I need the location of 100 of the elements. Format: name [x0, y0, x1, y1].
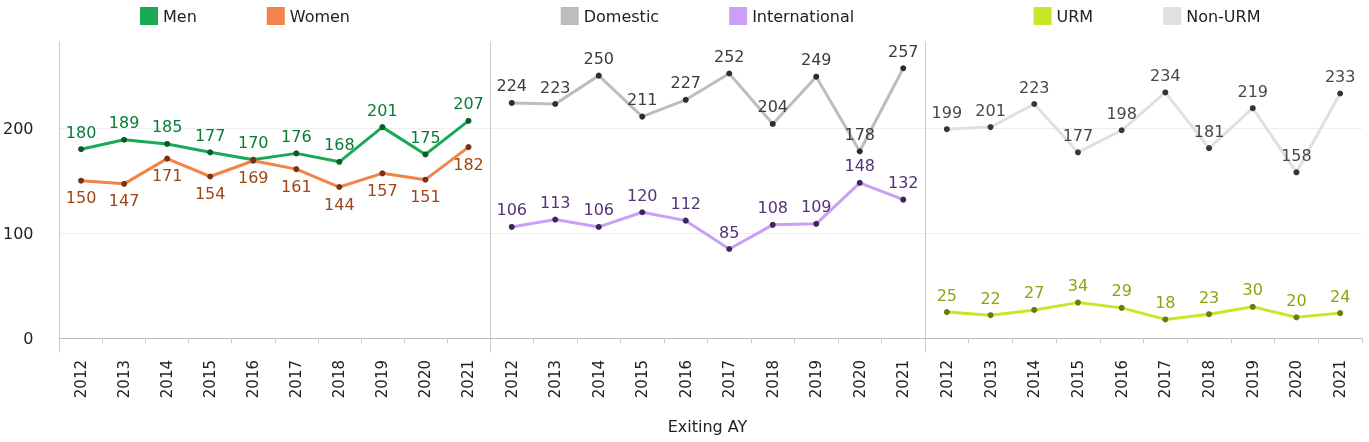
x-tick-label: 2016: [676, 360, 695, 399]
data-label: 199: [931, 102, 963, 122]
data-label: 18: [1155, 292, 1176, 312]
x-tick-label: 2013: [981, 360, 1000, 399]
data-label: 171: [151, 166, 183, 186]
data-label: 181: [1193, 121, 1225, 141]
x-tick-label: 2012: [502, 360, 521, 399]
x-tick-label: 2012: [937, 360, 956, 399]
data-label: 150: [65, 188, 97, 208]
data-label: 113: [539, 193, 571, 213]
x-tick-label: 2017: [1156, 360, 1175, 399]
data-label: 176: [281, 126, 312, 146]
data-label: 25: [936, 285, 958, 305]
x-tick-label: 2020: [416, 360, 435, 399]
data-label: 170: [237, 133, 269, 153]
data-label: 147: [108, 191, 140, 211]
x-axis-title: Exiting AY: [667, 416, 748, 436]
data-label: 112: [670, 194, 702, 214]
data-label: 157: [367, 180, 398, 200]
data-label: 132: [887, 173, 919, 193]
x-tick-label: 2017: [287, 360, 306, 399]
x-tick-label: 2017: [720, 360, 739, 399]
legend-label: URM: [1056, 6, 1094, 26]
x-tick-label: 2018: [763, 360, 782, 399]
legend-label: Women: [289, 6, 351, 26]
data-label: 204: [757, 97, 789, 117]
x-tick-label: 2016: [1112, 360, 1131, 399]
data-label: 178: [844, 124, 876, 144]
x-tick-label: 2018: [1200, 360, 1219, 399]
x-tick-label: 2013: [546, 360, 565, 399]
x-tick-label: 2015: [1068, 360, 1087, 399]
legend-label: Non-URM: [1186, 6, 1261, 26]
data-label: 175: [410, 127, 441, 147]
x-tick-label: 2015: [633, 360, 652, 399]
data-label: 154: [194, 184, 226, 204]
data-label: 85: [719, 222, 740, 242]
data-label: 177: [1062, 125, 1094, 145]
x-tick-label: 2014: [1025, 360, 1044, 399]
data-label: 182: [453, 154, 484, 174]
x-tick-label: 2020: [1287, 360, 1306, 399]
data-label: 109: [800, 197, 832, 217]
data-label: 108: [757, 198, 789, 218]
x-tick-label: 2021: [459, 360, 478, 399]
x-tick-label: 2019: [1243, 360, 1262, 399]
data-label: 223: [539, 77, 571, 97]
x-tick-label: 2014: [158, 360, 177, 399]
data-label: 249: [800, 50, 832, 70]
x-tick-label: 2018: [330, 360, 349, 399]
data-label: 189: [108, 113, 140, 133]
data-label: 185: [151, 117, 183, 137]
data-label: 24: [1329, 286, 1351, 306]
legend-label: International: [752, 6, 855, 26]
y-tick-label: 100: [2, 223, 34, 243]
x-tick-label: 2021: [894, 360, 913, 399]
data-label: 201: [367, 100, 398, 120]
data-label: 219: [1237, 81, 1269, 101]
data-label: 224: [496, 76, 528, 96]
data-label: 22: [980, 288, 1001, 308]
legend-label: Men: [162, 6, 197, 26]
data-label: 250: [583, 49, 615, 69]
data-label: 34: [1067, 276, 1089, 296]
data-label: 227: [670, 73, 702, 93]
data-label: 201: [975, 100, 1006, 120]
data-label: 29: [1111, 281, 1132, 301]
data-label: 252: [713, 47, 745, 67]
data-label: 151: [410, 187, 441, 207]
data-label: 211: [626, 90, 658, 110]
x-tick-label: 2020: [850, 360, 869, 399]
data-label: 23: [1198, 287, 1220, 307]
data-label: 106: [583, 200, 615, 220]
x-tick-label: 2012: [72, 360, 91, 399]
data-label: 180: [65, 122, 97, 142]
data-label: 207: [453, 94, 484, 114]
data-label: 168: [324, 135, 355, 155]
x-tick-label: 2019: [373, 360, 392, 399]
data-label: 177: [194, 125, 226, 145]
data-label: 198: [1106, 103, 1137, 123]
x-tick-label: 2013: [115, 360, 134, 399]
data-label: 233: [1324, 66, 1356, 86]
data-label: 144: [324, 194, 355, 214]
data-label: 148: [844, 156, 876, 176]
x-tick-label: 2016: [244, 360, 263, 399]
data-label: 27: [1024, 283, 1045, 303]
data-label: 158: [1281, 145, 1312, 165]
data-label: 161: [281, 176, 312, 196]
data-label: 30: [1242, 280, 1263, 300]
legend-label: Domestic: [583, 6, 660, 26]
x-tick-label: 2015: [201, 360, 220, 399]
data-label: 169: [237, 168, 269, 188]
data-label: 234: [1150, 65, 1181, 85]
y-tick-label: 200: [2, 118, 34, 138]
x-tick-label: 2019: [807, 360, 826, 399]
data-label: 20: [1286, 290, 1307, 310]
data-label: 106: [496, 200, 528, 220]
y-tick-label: 0: [23, 328, 34, 348]
data-label: 223: [1018, 77, 1050, 97]
x-tick-label: 2014: [589, 360, 608, 399]
data-label: 120: [626, 185, 658, 205]
data-label: 257: [887, 41, 919, 61]
x-tick-label: 2021: [1331, 360, 1350, 399]
